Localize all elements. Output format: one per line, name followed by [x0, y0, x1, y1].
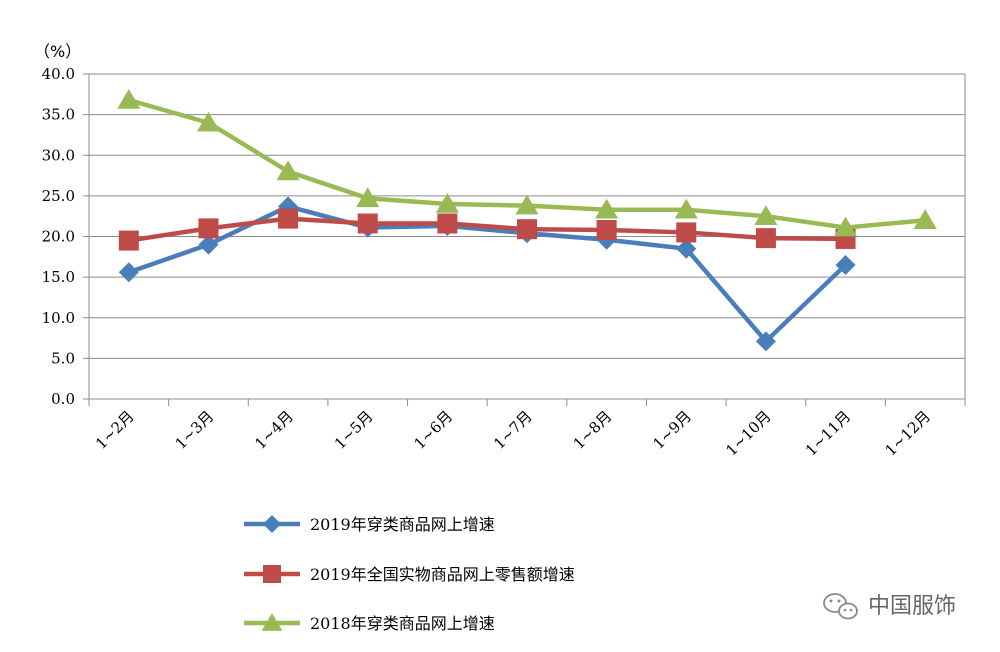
y-tick-label: 20.0 [42, 228, 75, 246]
series-layer [117, 89, 937, 352]
legend-item-3: 2018年穿类商品网上增速 [244, 613, 495, 633]
x-tick-label: 1~6月 [410, 407, 456, 453]
data-point [198, 234, 219, 255]
x-tick-label: 1~7月 [490, 407, 536, 453]
y-axis-unit: （%） [34, 42, 81, 61]
data-point [755, 228, 776, 249]
data-point [833, 216, 858, 237]
y-tick-label: 10.0 [42, 309, 75, 327]
y-tick-label: 25.0 [42, 187, 75, 205]
y-tick-label: 15.0 [42, 268, 75, 286]
data-point [437, 213, 458, 234]
data-point [276, 160, 300, 181]
watermark: 中国服饰 [823, 593, 956, 620]
data-point [755, 331, 776, 352]
y-tick-label: 0.0 [51, 390, 75, 408]
x-tick-label: 1~3月 [172, 407, 218, 453]
data-point [118, 262, 139, 283]
x-tick-label: 1~2月 [92, 407, 138, 453]
legend-label: 2019年穿类商品网上增速 [310, 515, 495, 534]
data-point [596, 220, 617, 240]
legend: 2019年穿类商品网上增速 2019年全国实物商品网上零售额增速 2018年穿类商品… [244, 515, 575, 633]
y-tick-label: 5.0 [51, 349, 75, 367]
data-point [118, 230, 139, 251]
wechat-icon [823, 593, 858, 620]
data-point [263, 515, 281, 533]
series-1 [118, 196, 856, 352]
data-point [261, 613, 283, 631]
legend-label: 2018年穿类商品网上增速 [310, 614, 495, 633]
data-point [595, 198, 619, 219]
x-tick-label: 1~10月 [722, 407, 774, 459]
x-tick-label: 1~5月 [331, 407, 377, 453]
legend-item-1: 2019年穿类商品网上增速 [244, 515, 495, 534]
data-point [913, 209, 937, 230]
series-line [128, 216, 846, 243]
data-point [754, 205, 778, 225]
data-point [676, 222, 697, 243]
data-point [196, 111, 221, 132]
data-point [357, 213, 378, 234]
legend-label: 2019年全国实物商品网上零售额增速 [310, 565, 575, 584]
data-point [263, 565, 281, 583]
y-tick-label: 40.0 [42, 65, 75, 83]
data-point [835, 254, 856, 275]
y-axis-ticks: 0.0 5.0 10.0 15.0 20.0 25.0 30.0 35.0 40.0 [42, 65, 75, 408]
watermark-text: 中国服饰 [868, 594, 956, 619]
axes [83, 73, 966, 406]
x-tick-label: 1~11月 [802, 407, 854, 459]
y-tick-label: 35.0 [42, 106, 75, 124]
x-tick-label: 1~9月 [649, 407, 695, 453]
x-tick-label: 1~4月 [251, 407, 297, 453]
x-tick-label: 1~12月 [882, 407, 934, 459]
y-tick-label: 30.0 [42, 146, 75, 164]
data-point [356, 187, 380, 208]
legend-item-2: 2019年全国实物商品网上零售额增速 [244, 565, 575, 584]
data-point [435, 193, 459, 213]
data-point [198, 218, 219, 239]
x-tick-label: 1~8月 [570, 407, 616, 453]
data-point [676, 238, 697, 259]
gridlines [89, 73, 965, 359]
x-axis-ticks: 1~2月 1~3月 1~4月 1~5月 1~6月 1~7月 1~8月 1~9月 1~10月 1~1… [92, 407, 934, 459]
data-point [517, 219, 537, 240]
series-3 [117, 89, 937, 237]
data-point [674, 198, 698, 219]
data-point [515, 194, 539, 215]
data-point [117, 89, 141, 109]
data-point [278, 208, 299, 229]
